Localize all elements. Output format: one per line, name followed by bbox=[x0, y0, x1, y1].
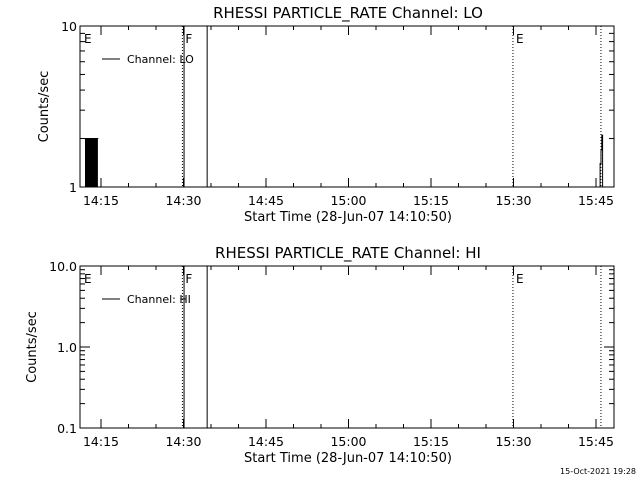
render-timestamp: 15-Oct-2021 19:28 bbox=[560, 467, 636, 476]
x-tick-label: 14:15 bbox=[83, 434, 119, 449]
y-axis-label: Counts/sec bbox=[37, 71, 52, 143]
x-tick-label: 15:45 bbox=[578, 434, 614, 449]
flag-marker-label: E bbox=[84, 32, 92, 46]
x-axis-label: Start Time (28-Jun-07 14:10:50) bbox=[244, 210, 452, 225]
series-line-1 bbox=[84, 138, 99, 188]
flag-marker-label: E bbox=[516, 272, 524, 286]
flag-marker-label: F bbox=[185, 32, 192, 46]
y-tick-label: 0.1 bbox=[57, 421, 77, 436]
flag-marker-label: E bbox=[84, 272, 92, 286]
x-axis-label: Start Time (28-Jun-07 14:10:50) bbox=[244, 451, 452, 466]
x-tick-label: 14:45 bbox=[248, 193, 284, 208]
x-tick-label: 14:30 bbox=[165, 193, 201, 208]
y-tick-label: 1 bbox=[69, 180, 77, 195]
chart-2: RHESSI PARTICLE_RATE Channel: HI Start Ti… bbox=[25, 244, 615, 466]
plot-frame bbox=[79, 25, 615, 188]
legend-label: Channel: HI bbox=[127, 293, 191, 306]
plot-frame bbox=[79, 265, 615, 429]
chart-title: RHESSI PARTICLE_RATE Channel: HI bbox=[215, 244, 481, 263]
x-tick-label: 15:15 bbox=[413, 193, 449, 208]
x-tick-label: 14:45 bbox=[248, 434, 284, 449]
y-tick-label: 10.0 bbox=[49, 259, 77, 274]
x-tick-label: 15:15 bbox=[413, 434, 449, 449]
x-tick-label: 14:15 bbox=[83, 193, 119, 208]
chart-1: RHESSI PARTICLE_RATE Channel: LO Start Ti… bbox=[37, 4, 615, 225]
y-tick-label: 10 bbox=[61, 19, 77, 34]
flag-marker-label: F bbox=[185, 272, 192, 286]
series-line-2 bbox=[599, 134, 604, 187]
x-tick-label: 15:30 bbox=[495, 193, 531, 208]
y-tick-label: 1.0 bbox=[57, 340, 77, 355]
x-tick-label: 15:45 bbox=[578, 193, 614, 208]
legend-label: Channel: LO bbox=[127, 53, 194, 66]
chart-title: RHESSI PARTICLE_RATE Channel: LO bbox=[213, 4, 483, 23]
x-tick-label: 15:00 bbox=[330, 193, 366, 208]
x-tick-label: 15:30 bbox=[495, 434, 531, 449]
x-tick-label: 14:30 bbox=[165, 434, 201, 449]
x-tick-label: 15:00 bbox=[330, 434, 366, 449]
y-axis-label: Counts/sec bbox=[25, 311, 40, 383]
flag-marker-label: E bbox=[516, 32, 524, 46]
